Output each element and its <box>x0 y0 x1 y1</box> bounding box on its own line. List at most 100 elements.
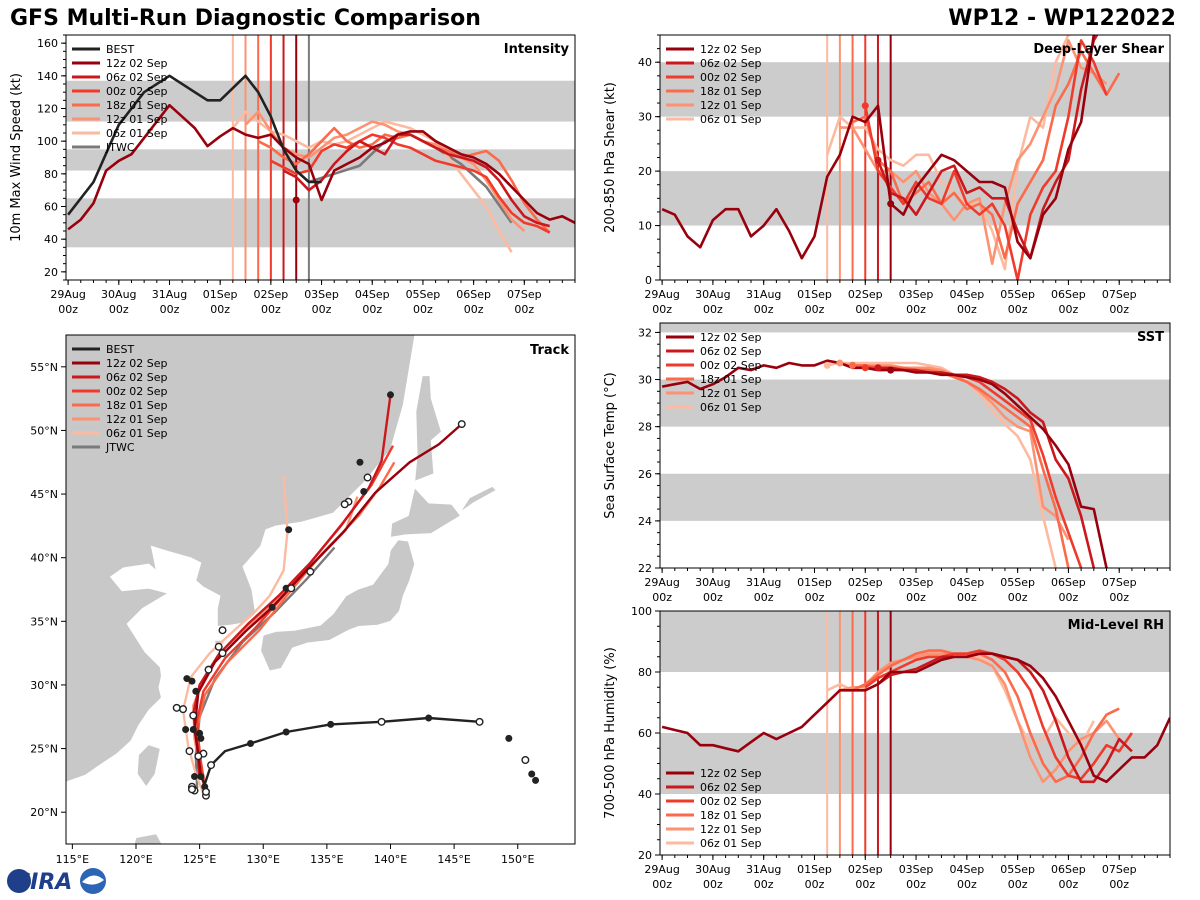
track-marker-filled <box>360 488 368 496</box>
shear-xtick-label: 00z <box>754 303 774 316</box>
rh-xtick-label: 05Sep <box>1000 863 1035 876</box>
track-legend-label: BEST <box>106 343 134 356</box>
sst-shade-band <box>660 379 1170 427</box>
track-panel-title: Track <box>530 343 569 358</box>
rh-xtick-label: 04Sep <box>949 863 984 876</box>
rh-legend-label: 12z 01 Sep <box>700 823 762 836</box>
storm-id-title: WP12 - WP122022 <box>948 6 1176 31</box>
intensity-panel-title: Intensity <box>504 42 570 57</box>
track-marker-hollow <box>306 567 315 576</box>
shear-marker-00z-02-sep <box>861 102 869 110</box>
shear-ytick-label: 40 <box>638 56 652 69</box>
shear-marker-06z-02-sep <box>874 156 882 164</box>
track-ytick-label: 45°N <box>30 488 58 501</box>
rh-series-00z-02-sep <box>864 649 1133 781</box>
shear-legend-label: 06z 02 Sep <box>700 57 762 70</box>
rh-xtick-label: 00z <box>855 878 875 891</box>
track-ytick-label: 20°N <box>30 806 58 819</box>
rh-shade-band <box>660 611 1170 672</box>
track-marker-filled <box>528 770 536 778</box>
shear-legend-label: 06z 01 Sep <box>700 113 762 126</box>
sst-shade-band <box>660 323 1170 333</box>
rh-xtick-label: 30Aug <box>695 863 730 876</box>
shear-xtick-label: 03Sep <box>899 288 934 301</box>
intensity-marker-12z-02-sep <box>292 196 300 204</box>
intensity-series-00z-02-sep <box>270 133 551 234</box>
sst-frame <box>659 322 1171 569</box>
shear-xtick-label: 00z <box>855 303 875 316</box>
shear-ylabel: 200-850 hPa Shear (kt) <box>603 82 618 233</box>
intensity-panel: 20 40 60 80 100 120 140 160 29Aug 00z 30Aug 00z 31Au… <box>9 34 576 316</box>
track-marker-hollow <box>218 649 227 658</box>
rh-panel: 20 40 60 80 100 29Aug 00z 30Aug 00z 31Aug 00z 01Sep… <box>603 605 1171 891</box>
intensity-xtick-label: 02Sep <box>254 288 289 301</box>
track-marker-hollow <box>475 717 484 726</box>
rh-shade-band <box>660 733 1170 794</box>
hokkaido-shape <box>390 486 462 538</box>
track-marker-hollow <box>179 705 188 714</box>
track-marker-hollow <box>204 665 213 674</box>
shear-xtick-label: 04Sep <box>949 288 984 301</box>
shear-xtick-label: 00z <box>1109 303 1129 316</box>
sst-xtick-label: 29Aug <box>644 576 679 589</box>
intensity-series-06z-01-sep <box>231 110 513 253</box>
rh-ylabel: 700-500 hPa Humidity (%) <box>603 647 618 819</box>
shear-ytick-label: 10 <box>638 220 652 233</box>
sst-xtick-label: 07Sep <box>1102 576 1137 589</box>
rh-panel-title: Mid-Level RH <box>1068 618 1164 633</box>
shear-legend-label: 12z 02 Sep <box>700 43 762 56</box>
rh-ytick-label: 60 <box>638 727 652 740</box>
globe-icon <box>7 869 31 893</box>
track-xtick-label: 120°E <box>119 853 152 866</box>
intensity-xtick-label: 00z <box>362 303 382 316</box>
track-marker-filled <box>356 458 364 466</box>
intensity-legend-label: 12z 01 Sep <box>106 113 168 126</box>
honshu-shape <box>260 539 416 672</box>
rh-xtick-label: 00z <box>957 878 977 891</box>
taiwan-shape <box>136 744 161 788</box>
track-marker-hollow <box>185 747 194 756</box>
land-layer <box>66 335 497 844</box>
sst-ylabel: Sea Surface Temp (°C) <box>603 372 618 519</box>
shear-xtick-label: 00z <box>906 303 926 316</box>
sst-ytick-label: 24 <box>638 515 652 528</box>
intensity-ytick-label: 100 <box>37 135 58 148</box>
track-legend-label: 12z 02 Sep <box>106 357 168 370</box>
track-xtick-label: 140°E <box>374 853 407 866</box>
sst-xtick-label: 06Sep <box>1051 576 1086 589</box>
track-marker-filled <box>386 391 394 399</box>
rh-xtick-label: 31Aug <box>746 863 781 876</box>
track-marker-filled <box>247 739 255 747</box>
track-marker-filled <box>285 526 293 534</box>
intensity-xtick-label: 07Sep <box>507 288 542 301</box>
track-marker-hollow <box>521 756 530 765</box>
track-marker-hollow <box>377 717 386 726</box>
track-xtick-label: 130°E <box>247 853 280 866</box>
sst-xtick-label: 00z <box>652 591 672 604</box>
track-marker-filled <box>197 734 205 742</box>
track-ytick-label: 50°N <box>30 424 58 437</box>
sst-xtick-label: 00z <box>1059 591 1079 604</box>
track-marker-hollow <box>218 626 227 635</box>
shear-xtick-label: 06Sep <box>1051 288 1086 301</box>
track-legend-label: 00z 02 Sep <box>106 385 168 398</box>
track-ytick-label: 40°N <box>30 552 58 565</box>
rh-legend-label: 18z 01 Sep <box>700 809 762 822</box>
track-marker-filled <box>505 734 513 742</box>
sst-legend-label: 12z 01 Sep <box>700 387 762 400</box>
intensity-ytick-label: 160 <box>37 37 58 50</box>
track-ytick-label: 55°N <box>30 361 58 374</box>
rh-xtick-label: 02Sep <box>848 863 883 876</box>
track-marker-hollow <box>287 584 296 593</box>
shear-panel: 0 10 20 30 40 29Aug 00z 30Aug 00z 31Aug 00z 01Sep 00… <box>603 34 1171 316</box>
shear-legend-label: 18z 01 Sep <box>700 85 762 98</box>
shear-xtick-label: 01Sep <box>797 288 832 301</box>
sst-xtick-label: 00z <box>754 591 774 604</box>
track-legend-label: JTWC <box>105 441 135 454</box>
intensity-shade-band <box>66 198 575 248</box>
rh-xtick-label: 00z <box>652 878 672 891</box>
rh-legend-label: 06z 01 Sep <box>700 837 762 850</box>
shear-legend-label: 12z 01 Sep <box>700 99 762 112</box>
mainland-shape <box>66 335 416 783</box>
sst-marker-12z-02-sep <box>887 366 895 374</box>
